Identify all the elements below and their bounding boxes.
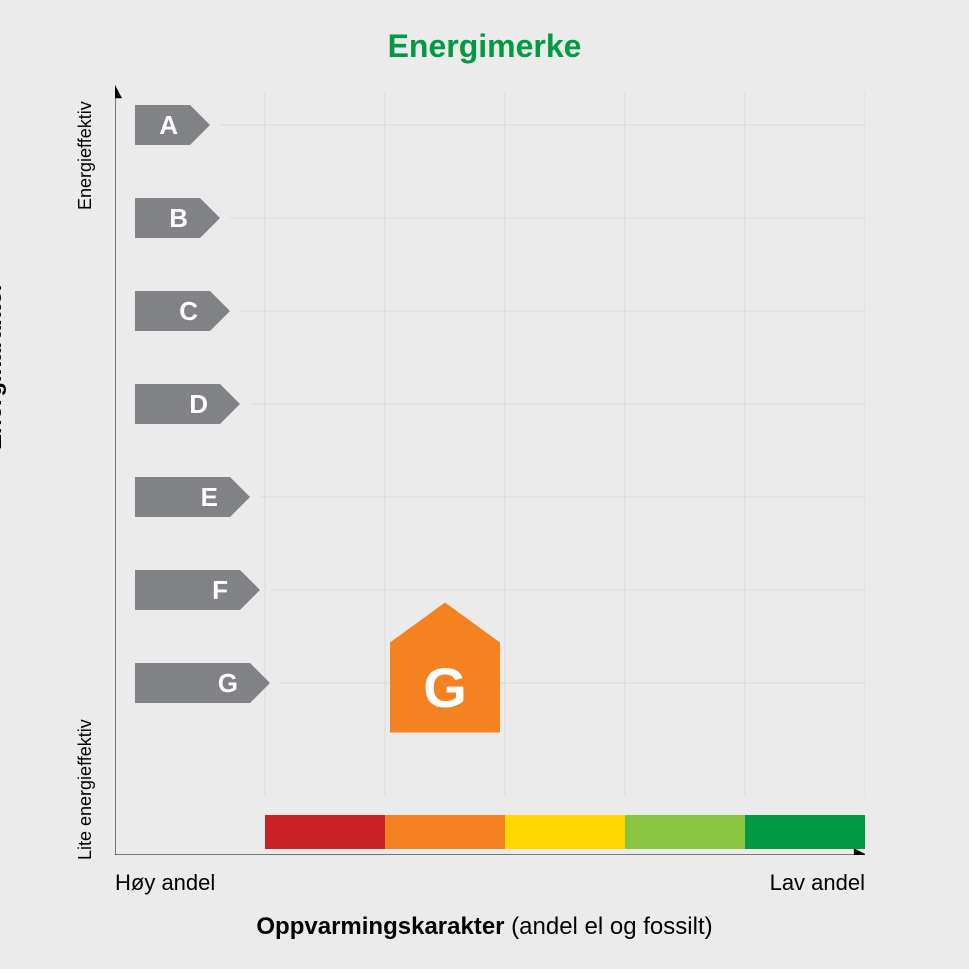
y-axis-bottom-label: Lite energieffektiv	[75, 719, 96, 860]
x-axis-title-rest: (andel el og fossilt)	[505, 913, 713, 940]
x-axis-left-label: Høy andel	[115, 870, 215, 896]
svg-text:G: G	[218, 668, 238, 698]
svg-text:G: G	[423, 656, 467, 719]
energy-chart-plot: A B C D E F G G	[115, 85, 865, 855]
svg-text:A: A	[159, 110, 178, 140]
y-axis-main-label: Energikarakter	[0, 282, 8, 450]
y-axis-top-label: Energieffektiv	[75, 101, 96, 210]
x-axis-title: Oppvarmingskarakter (andel el og fossilt…	[0, 913, 969, 941]
x-axis-title-bold: Oppvarmingskarakter	[256, 913, 504, 940]
svg-text:F: F	[212, 575, 228, 605]
svg-text:D: D	[189, 389, 208, 419]
chart-title: Energimerke	[0, 28, 969, 65]
svg-text:B: B	[169, 203, 188, 233]
svg-text:C: C	[179, 296, 198, 326]
svg-text:E: E	[201, 482, 218, 512]
x-axis-right-label: Lav andel	[770, 870, 865, 896]
